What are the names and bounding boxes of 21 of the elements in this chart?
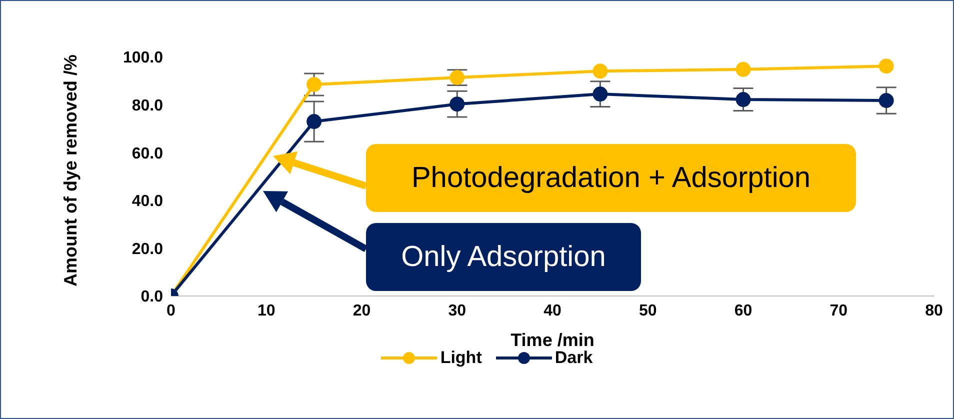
annotation: Photodegradation + Adsorption bbox=[366, 144, 856, 212]
y-tick-label: 60.0 bbox=[132, 145, 164, 162]
y-tick-label: 20.0 bbox=[132, 240, 164, 258]
x-tick-label: 0 bbox=[166, 302, 176, 320]
x-tick-label: 80 bbox=[925, 302, 943, 320]
x-tick-label: 40 bbox=[544, 302, 562, 320]
x-axis-title: Time /min bbox=[510, 330, 594, 350]
annotation: Only Adsorption bbox=[366, 223, 641, 291]
legend-label: Light bbox=[440, 348, 482, 368]
x-tick-label: 30 bbox=[448, 302, 466, 320]
y-tick-label: 100.0 bbox=[122, 50, 164, 67]
y-axis-title: Amount of dye removed /% bbox=[60, 54, 80, 286]
x-tick-label: 20 bbox=[352, 302, 371, 320]
y-tick-label: 0.0 bbox=[140, 288, 164, 306]
x-tick-label: 70 bbox=[830, 302, 848, 320]
legend-label: Dark bbox=[554, 348, 593, 368]
x-tick-label: 60 bbox=[734, 302, 752, 320]
x-tick-label: 50 bbox=[638, 302, 657, 320]
x-tick-label: 10 bbox=[257, 302, 276, 320]
y-tick-label: 40.0 bbox=[132, 193, 164, 210]
y-tick-label: 80.0 bbox=[132, 97, 164, 114]
